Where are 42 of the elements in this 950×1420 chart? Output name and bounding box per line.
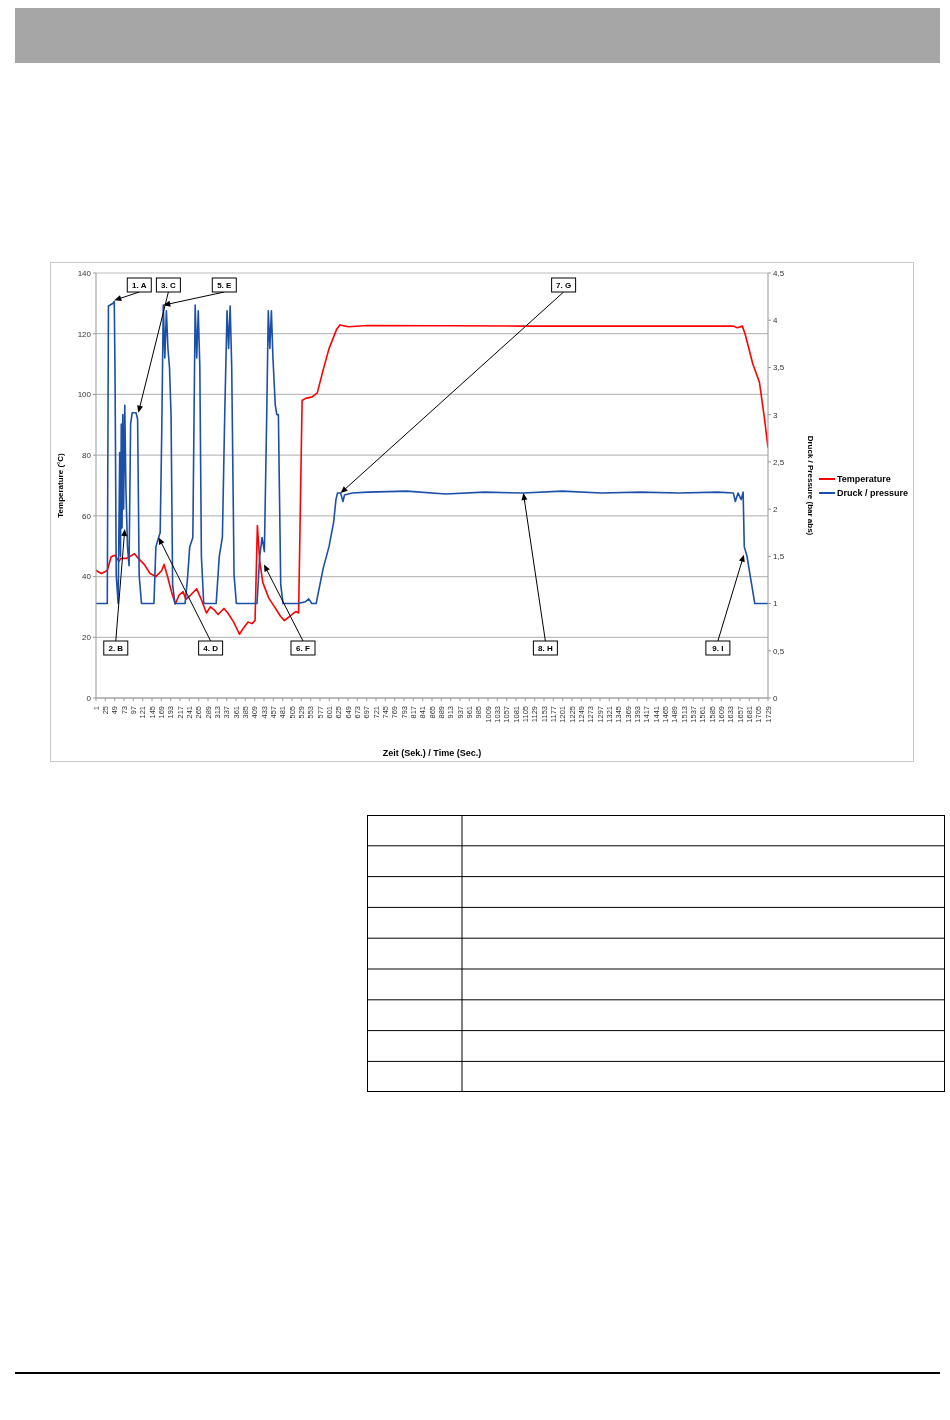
y2-tick-label: 2,5 bbox=[773, 457, 785, 467]
y-tick-label: 120 bbox=[77, 329, 92, 339]
annotation: 3. C bbox=[161, 280, 176, 290]
line-series bbox=[96, 324, 768, 636]
annotation: 2. B bbox=[108, 643, 124, 653]
label-box: 1. A bbox=[126, 277, 152, 293]
y2-tick-label: 0 bbox=[773, 693, 778, 703]
legend-label: Temperature bbox=[837, 473, 891, 484]
y-tick-label: 100 bbox=[77, 390, 92, 400]
annotation: 5. E bbox=[217, 280, 233, 290]
label-box: 2. B bbox=[103, 640, 129, 656]
label-box: 9. I bbox=[705, 640, 731, 656]
y-tick-label: 40 bbox=[82, 572, 92, 582]
label-box: 3. C bbox=[155, 277, 181, 293]
y-tick-label: 80 bbox=[82, 450, 92, 460]
annotation: 6. F bbox=[296, 643, 310, 653]
legend-label: Druck / pressure bbox=[837, 487, 909, 498]
annotation: 4. D bbox=[203, 643, 219, 653]
y2-tick-label: 3,5 bbox=[773, 363, 785, 373]
label-box: 6. F bbox=[290, 640, 316, 656]
y-axis-title: Temperature (°C) bbox=[55, 452, 65, 518]
y2-tick-label: 1,5 bbox=[773, 552, 785, 562]
annotation: 1. A bbox=[132, 280, 147, 290]
y-tick-label: 20 bbox=[82, 633, 92, 643]
x-axis-title: Zeit (Sek.) / Time (Sec.) bbox=[382, 748, 482, 758]
y2-tick-label: 4 bbox=[773, 316, 778, 326]
label-box: 4. D bbox=[198, 640, 224, 656]
y2-axis-title: Druck / Pressure (bar abs) bbox=[806, 435, 816, 536]
label-box: 5. E bbox=[211, 277, 237, 293]
annotation: 7. G bbox=[556, 280, 572, 290]
y-tick-label: 0 bbox=[86, 693, 92, 703]
y-tick-label: 140 bbox=[77, 268, 92, 278]
y2-tick-label: 0,5 bbox=[773, 646, 785, 656]
label-box: 7. G bbox=[551, 277, 577, 293]
label-box: 8. H bbox=[532, 640, 558, 656]
annotation: 8. H bbox=[538, 643, 553, 653]
y-tick-label: 60 bbox=[82, 511, 92, 521]
y2-tick-label: 4,5 bbox=[773, 268, 785, 278]
annotation: 9. I bbox=[712, 643, 724, 653]
y2-tick-label: 3 bbox=[773, 410, 778, 420]
y2-tick-label: 2 bbox=[773, 504, 778, 514]
y2-tick-label: 1 bbox=[773, 599, 778, 609]
